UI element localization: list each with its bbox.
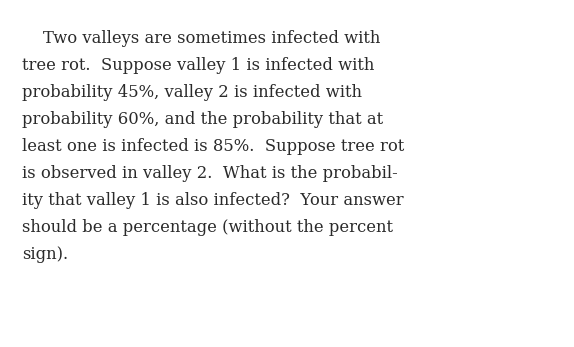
Text: sign).: sign). (22, 246, 68, 263)
Text: tree rot.  Suppose valley 1 is infected with: tree rot. Suppose valley 1 is infected w… (22, 57, 374, 74)
Text: probability 60%, and the probability that at: probability 60%, and the probability tha… (22, 111, 383, 128)
Text: least one is infected is 85%.  Suppose tree rot: least one is infected is 85%. Suppose tr… (22, 138, 404, 155)
Text: is observed in valley 2.  What is the probabil-: is observed in valley 2. What is the pro… (22, 165, 398, 182)
Text: should be a percentage (without the percent: should be a percentage (without the perc… (22, 219, 393, 236)
Text: probability 45%, valley 2 is infected with: probability 45%, valley 2 is infected wi… (22, 84, 362, 101)
Text: ity that valley 1 is also infected?  Your answer: ity that valley 1 is also infected? Your… (22, 192, 404, 209)
Text: Two valleys are sometimes infected with: Two valleys are sometimes infected with (22, 30, 381, 47)
